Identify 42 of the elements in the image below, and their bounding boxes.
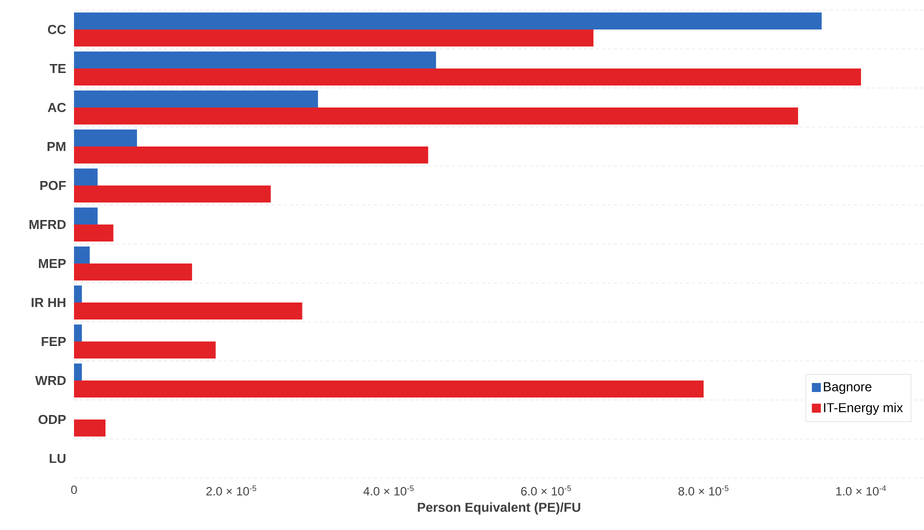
- bar: [74, 130, 137, 146]
- bar: [74, 12, 822, 30]
- bar: [74, 285, 82, 302]
- bar: [74, 224, 114, 242]
- y-tick-label: IR HH: [32, 298, 66, 307]
- bar: [74, 68, 862, 86]
- bar: [74, 168, 98, 186]
- bar: [74, 380, 704, 398]
- bar: [74, 263, 192, 280]
- bar: [74, 52, 436, 68]
- bar: [74, 419, 106, 436]
- bar: [74, 108, 798, 124]
- x-tick-label: 0: [71, 486, 77, 494]
- bar: [74, 341, 216, 358]
- x-tick-label: 8.0 × 10$^{-5}$: [678, 486, 728, 496]
- legend-label: Bagnore: [824, 382, 872, 394]
- y-tick-label: POF: [40, 180, 66, 190]
- x-tick-label: 2.0 × 10$^{-5}$: [206, 486, 256, 496]
- bar: [74, 207, 98, 224]
- bar: [74, 246, 90, 264]
- x-tick-label: 1.0 × 10$^{-4}$: [836, 486, 886, 496]
- bar: [74, 302, 302, 320]
- x-tick-label: 4.0 × 10$^{-5}$: [363, 486, 414, 496]
- y-tick-label: CC: [48, 24, 66, 34]
- y-tick-label: WRD: [35, 376, 66, 385]
- y-tick-label: AC: [48, 102, 66, 112]
- y-tick-label: FEP: [42, 337, 66, 346]
- x-tick-label: 6.0 × 10$^{-5}$: [521, 486, 572, 496]
- legend-label: IT-Energy mix: [824, 402, 903, 415]
- y-tick-label: MFRD: [30, 220, 66, 229]
- x-axis-title: Person Equivalent (PE)/FU: [418, 502, 580, 514]
- y-tick-label: MEP: [38, 259, 66, 268]
- y-tick-label: LU: [50, 454, 66, 464]
- bar: [74, 30, 594, 46]
- bar: [74, 363, 82, 380]
- bar: [74, 185, 271, 202]
- bar: [74, 90, 318, 108]
- y-tick-label: ODP: [38, 414, 66, 424]
- bar: [74, 324, 82, 342]
- bar: [74, 146, 428, 164]
- y-tick-label: TE: [50, 64, 66, 73]
- y-tick-label: PM: [48, 142, 66, 151]
